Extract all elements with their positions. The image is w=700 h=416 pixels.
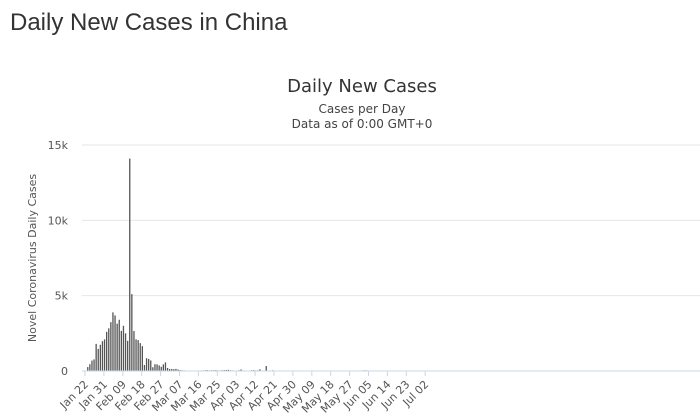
bar [106,331,108,371]
bar [116,323,118,371]
y-tick-label: 5k [55,290,69,303]
bars [87,158,433,372]
bar [133,331,135,371]
y-tick-label: 10k [48,214,69,227]
bar [152,367,154,371]
bar [112,312,114,371]
bar [150,360,152,371]
bar [156,364,158,371]
bar [177,369,179,371]
bar [114,315,116,371]
bar [135,339,137,371]
bar [225,369,227,371]
bar [169,369,171,371]
bar [171,369,173,371]
bar [129,158,131,371]
bar [127,340,129,371]
bar [158,365,160,371]
bar [164,362,167,371]
page-heading: Daily New Cases in China [10,9,288,36]
bar [87,367,89,371]
bar [148,358,150,371]
bar [131,294,133,371]
y-tick-label: 0 [61,365,68,378]
gridlines [82,144,700,297]
bar [118,319,120,371]
bar [240,369,242,371]
chart-subtitle-line-1: Cases per Day [319,102,406,116]
bar [227,369,230,371]
bar-annotated [265,366,267,371]
bar [160,366,162,371]
bar [110,322,112,371]
y-axis: 0 5k 10k 15k [48,139,69,378]
bar [259,369,261,371]
bar [108,328,110,371]
bar [95,343,97,371]
bar [154,364,156,371]
bar [103,339,106,371]
bar [101,341,104,371]
bar [145,358,148,371]
bar [122,325,125,371]
chart-title: Daily New Cases [287,76,437,97]
bar [175,368,177,371]
bar [166,367,169,371]
bar [162,364,164,371]
bar [93,359,95,371]
bar [89,364,91,371]
bar [91,360,93,371]
bar [124,333,127,371]
bar [173,369,175,371]
bar [97,348,99,371]
y-axis-title: Novel Coronavirus Daily Cases [26,174,39,342]
bar [120,330,122,371]
y-tick-label: 15k [48,139,69,152]
bar [99,344,101,371]
chart-subtitle-line-2: Data as of 0:00 GMT+0 [292,117,433,131]
bar [141,346,143,371]
bar [139,343,141,371]
bar [137,340,139,371]
bar [143,364,146,371]
